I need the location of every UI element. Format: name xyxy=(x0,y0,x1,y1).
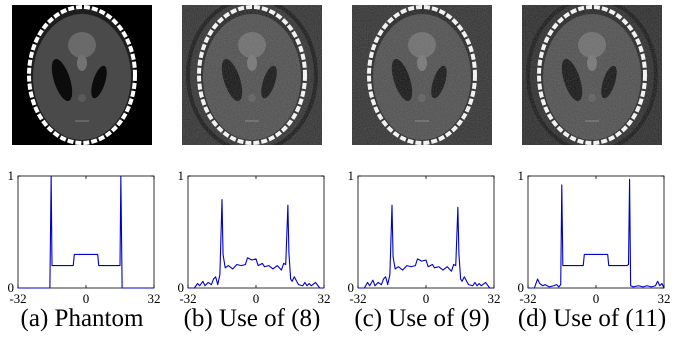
profile-line xyxy=(528,178,665,289)
brain-ellipse xyxy=(33,14,131,140)
panel-a: -32 0 32 0 1 (a) Phantom xyxy=(2,0,162,339)
noise-overlay xyxy=(182,5,322,145)
caption: (b) Use of (8) xyxy=(183,305,321,332)
x-tick-label: 32 xyxy=(318,291,331,306)
y-tick-label: 0 xyxy=(518,280,525,295)
reconstruction-image xyxy=(352,5,492,145)
left-dark-ellipse xyxy=(51,58,73,102)
profile-line xyxy=(358,204,494,289)
caption: (d) Use of (11) xyxy=(517,305,667,332)
small-ellipse xyxy=(77,55,87,71)
panel-d: -32 0 32 0 1 (d) Use of (11) xyxy=(512,0,672,339)
profile-line xyxy=(188,198,324,289)
x-tick-label: 0 xyxy=(593,291,600,306)
x-tick-label: -32 xyxy=(519,291,536,306)
bottom-blobs xyxy=(75,120,89,122)
reconstruction-image xyxy=(522,5,662,145)
noise-overlay xyxy=(352,5,492,145)
phantom-image xyxy=(12,5,152,145)
x-tick-label: 0 xyxy=(253,291,260,306)
x-tick-label: -32 xyxy=(9,291,26,306)
profile-line xyxy=(18,175,154,289)
noise-overlay xyxy=(522,5,662,145)
x-tick-label: 0 xyxy=(423,291,430,306)
right-dark-ellipse xyxy=(91,65,107,99)
y-tick-label: 0 xyxy=(8,280,15,295)
panel-b: -32 0 32 0 1 (b) Use of (8) xyxy=(172,0,332,339)
x-tick-label: -32 xyxy=(179,291,196,306)
reconstruction-image xyxy=(182,5,322,145)
x-tick-label: -32 xyxy=(349,291,366,306)
y-tick-label: 0 xyxy=(178,280,185,295)
plot-frame xyxy=(527,175,665,289)
center-dot xyxy=(78,94,86,102)
plot-frame xyxy=(357,175,495,289)
caption: (c) Use of (9) xyxy=(354,305,490,332)
plot-frame xyxy=(187,175,325,289)
upper-ellipse xyxy=(68,32,96,58)
caption: (a) Phantom xyxy=(20,305,144,332)
plot-frame xyxy=(17,175,155,289)
y-tick-label: 1 xyxy=(348,168,355,183)
y-tick-label: 1 xyxy=(518,168,525,183)
y-tick-label: 0 xyxy=(348,280,355,295)
panel-c: -32 0 32 0 1 (c) Use of (9) xyxy=(342,0,502,339)
x-tick-label: 32 xyxy=(148,291,161,306)
x-tick-label: 32 xyxy=(658,291,671,306)
x-tick-label: 32 xyxy=(488,291,501,306)
x-tick-label: 0 xyxy=(83,291,90,306)
y-tick-label: 1 xyxy=(8,168,15,183)
y-tick-label: 1 xyxy=(178,168,185,183)
